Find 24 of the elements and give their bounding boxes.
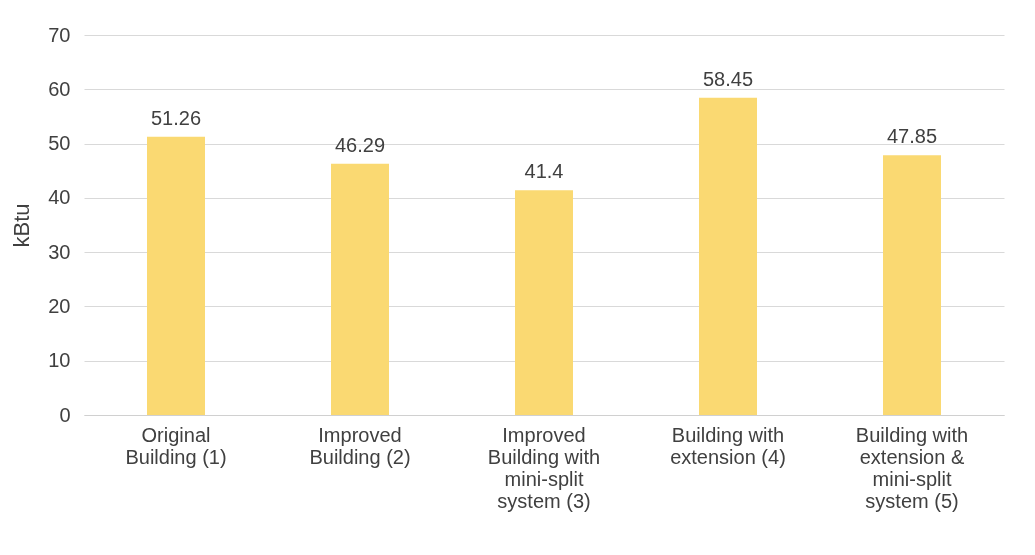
- data-label: 41.4: [524, 160, 564, 183]
- x-tick-label: Improved Building (2): [309, 423, 411, 468]
- y-tick-label: 50: [48, 132, 71, 155]
- bar: [515, 190, 573, 415]
- bar: [883, 155, 941, 415]
- y-tick-label: 20: [48, 294, 71, 317]
- x-tick-label: Building with extension & mini-split system (5): [855, 423, 969, 512]
- y-tick-label: 40: [48, 186, 71, 209]
- bar: [699, 97, 757, 415]
- x-tick-label: Building with extension (4): [670, 423, 786, 468]
- y-tick-label: 60: [48, 77, 71, 100]
- x-tick-label: Original Building (1): [125, 423, 227, 468]
- y-tick-label: 10: [48, 349, 71, 372]
- y-tick-label: 30: [48, 240, 71, 263]
- data-label: 58.45: [702, 67, 754, 90]
- y-axis-title: kBtu: [9, 203, 35, 248]
- data-label: 51.26: [150, 106, 202, 129]
- bar: [147, 136, 205, 415]
- data-label: 46.29: [334, 133, 386, 156]
- data-label: 47.85: [886, 125, 938, 148]
- y-tick-label: 0: [59, 403, 71, 426]
- y-tick-label: 70: [48, 23, 71, 46]
- bar: [331, 163, 389, 415]
- x-tick-label: Improved Building with mini-split system (3): [487, 423, 601, 512]
